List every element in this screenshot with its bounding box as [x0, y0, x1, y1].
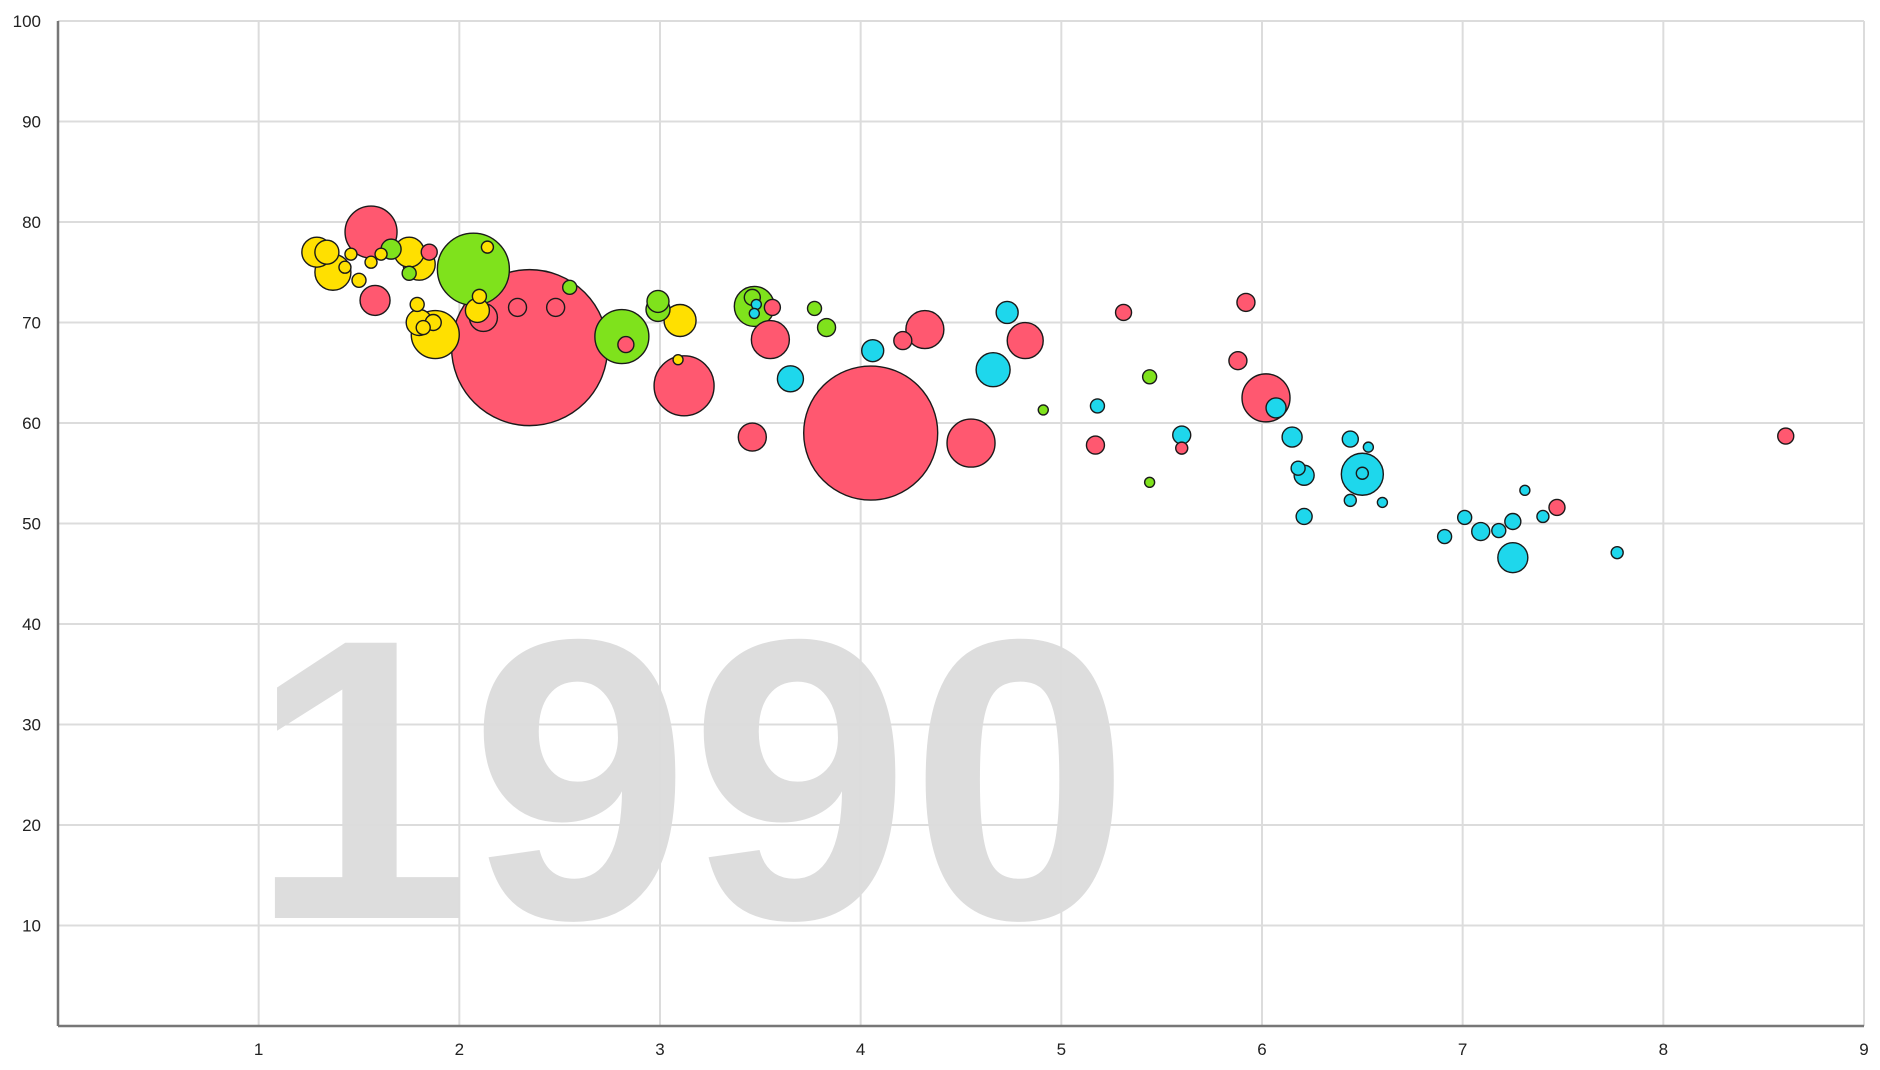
bubble-green	[806, 300, 823, 317]
bubble-yellow	[415, 319, 431, 336]
bubble-cyan	[1491, 522, 1507, 539]
y-tick-label: 90	[22, 113, 41, 132]
y-tick-label: 10	[22, 917, 41, 936]
bubble-green	[594, 308, 650, 365]
y-tick-label: 50	[22, 515, 41, 534]
x-tick-label: 3	[655, 1040, 664, 1059]
bubble-green	[562, 279, 578, 296]
bubble-cyan	[776, 365, 805, 393]
bubble-red	[1175, 441, 1189, 455]
x-tick-label: 8	[1659, 1040, 1668, 1059]
bubble-cyan	[1343, 493, 1357, 508]
x-tick-label: 6	[1257, 1040, 1266, 1059]
bubble-red	[1236, 292, 1256, 313]
axes	[56, 21, 1864, 1028]
x-tick-label: 4	[856, 1040, 865, 1059]
x-tick-label: 1	[254, 1040, 263, 1059]
bubbles	[301, 205, 1795, 574]
bubble-red	[803, 365, 939, 501]
bubble-yellow	[351, 272, 367, 288]
x-tick-label: 7	[1458, 1040, 1467, 1059]
bubble-red	[893, 330, 913, 351]
bubble-cyan	[1436, 528, 1453, 545]
bubble-green	[1141, 369, 1158, 385]
y-tick-label: 100	[13, 12, 41, 31]
x-tick-label: 2	[455, 1040, 464, 1059]
bubble-red	[1548, 498, 1566, 517]
bubble-cyan	[1355, 466, 1370, 480]
y-tick-label: 20	[22, 816, 41, 835]
bubble-green	[401, 265, 417, 281]
y-tick-label: 70	[22, 314, 41, 333]
bubble-cyan	[1281, 426, 1303, 448]
bubble-cyan	[1536, 509, 1550, 524]
bubble-red	[545, 297, 566, 318]
bubble-cyan	[1362, 441, 1375, 453]
bubble-cyan	[995, 300, 1019, 325]
bubble-yellow	[344, 247, 358, 261]
bubble-red	[763, 298, 782, 317]
bubble-cyan	[1089, 398, 1106, 414]
bubble-red	[1777, 427, 1795, 445]
bubble-yellow	[471, 288, 488, 305]
bubble-red	[1006, 321, 1044, 360]
bubble-cyan	[1341, 430, 1359, 448]
bubble-yellow	[480, 240, 495, 254]
bubble-red	[737, 422, 768, 452]
bubble-cyan	[1504, 512, 1522, 531]
bubble-red	[1114, 303, 1133, 322]
year-watermark: 1990	[250, 556, 1130, 1003]
y-tick-label: 80	[22, 213, 41, 232]
bubble-red	[1085, 435, 1106, 455]
bubble-red	[617, 335, 635, 354]
y-tick-label: 60	[22, 414, 41, 433]
bubble-yellow	[364, 255, 378, 269]
bubble-yellow	[409, 296, 425, 313]
bubble-red	[420, 243, 438, 261]
x-tick-label: 5	[1057, 1040, 1066, 1059]
bubble-cyan	[1456, 509, 1473, 526]
bubble-green	[646, 289, 670, 314]
tick-labels: 1 2 3 4 5 6 7 8 9 10 20 30 40 50 60 70 80 90 100	[13, 12, 1869, 1059]
bubble-cyan	[1172, 425, 1192, 445]
bubble-cyan	[861, 338, 885, 363]
bubble-red	[507, 297, 528, 318]
bubble-cyan	[1519, 484, 1531, 497]
bubble-cyan	[1295, 507, 1313, 526]
x-tick-label: 9	[1859, 1040, 1868, 1059]
bubble-cyan	[1290, 460, 1306, 476]
bubble-yellow	[338, 260, 352, 274]
y-tick-label: 30	[22, 716, 41, 735]
bubble-cyan	[1265, 397, 1287, 419]
bubble-red	[359, 284, 391, 317]
bubble-red	[750, 319, 791, 360]
bubble-red	[946, 418, 996, 468]
y-tick-label: 40	[22, 615, 41, 634]
bubble-yellow	[314, 239, 340, 265]
bubble-red	[653, 355, 715, 417]
bubble-cyan	[1471, 521, 1491, 542]
bubble-cyan	[1376, 496, 1389, 509]
bubble-cyan	[975, 352, 1011, 388]
bubble-green	[1037, 404, 1049, 416]
bubble-green	[816, 317, 837, 338]
bubble-yellow	[374, 247, 388, 261]
bubble-cyan	[748, 307, 761, 320]
bubble-cyan	[1497, 541, 1529, 574]
bubble-red	[1228, 350, 1248, 371]
bubble-cyan	[1610, 545, 1624, 560]
bubble-green	[1143, 476, 1156, 488]
bubble-yellow	[672, 353, 684, 366]
bubble-cyan	[750, 298, 763, 311]
bubble-red	[905, 309, 945, 350]
